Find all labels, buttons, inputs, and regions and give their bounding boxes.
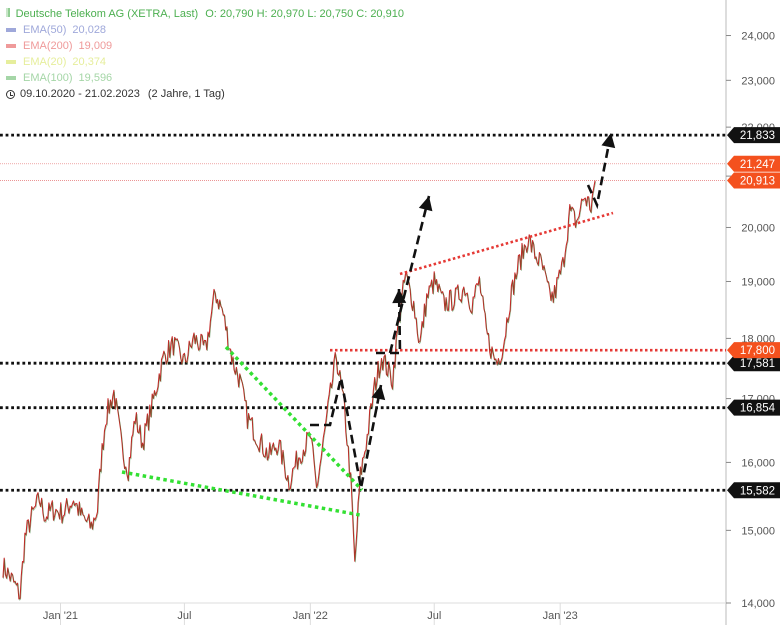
wedge-lower-line xyxy=(121,470,361,517)
ema100-value: 19,596 xyxy=(78,72,113,84)
y-tick-label: 19,000 xyxy=(741,276,775,288)
ema200-label: EMA(200) xyxy=(23,40,73,52)
ema100-swatch xyxy=(6,76,16,80)
clock-icon xyxy=(6,89,15,99)
level-tag-bg xyxy=(727,482,780,499)
level-tag-text: 17,581 xyxy=(740,358,775,370)
level-tag-text: 16,854 xyxy=(740,403,776,415)
last-price-tag-text: 20,913 xyxy=(740,175,775,187)
x-tick-label: Jul xyxy=(177,610,191,622)
level-tag-text: 21,833 xyxy=(740,130,775,142)
ema200-value: 19,009 xyxy=(78,40,113,52)
wedge-upper-line xyxy=(224,345,364,492)
y-tick-label: 16,000 xyxy=(741,457,775,469)
ema100-label: EMA(100) xyxy=(23,72,73,84)
ema200-swatch xyxy=(6,44,16,48)
x-tick-label: Jan '23 xyxy=(543,610,578,622)
instrument-name: Deutsche Telekom AG (XETRA, Last) xyxy=(15,8,199,20)
y-tick-label: 15,000 xyxy=(741,525,775,537)
last-price-tag-bg xyxy=(727,172,780,189)
scenario-arrow-long-head xyxy=(418,196,433,212)
scenario-arrow-short xyxy=(376,288,402,355)
scenario-arrow-short-head xyxy=(392,289,407,304)
price-line-shadow xyxy=(3,181,596,601)
ema50-value: 20,028 xyxy=(72,24,107,36)
chart-legend: ⫼ Deutsche Telekom AG (XETRA, Last) O: 2… xyxy=(6,6,404,102)
x-tick-label: Jan '21 xyxy=(43,610,78,622)
scenario-arrow-long xyxy=(388,195,431,354)
scenario-arrow-path-head xyxy=(371,385,386,401)
date-range-extra: (2 Jahre, 1 Tag) xyxy=(147,88,225,100)
ema20-value: 20,374 xyxy=(72,56,107,68)
price-tag-text: 21,247 xyxy=(740,159,775,171)
level-tag-bg xyxy=(727,355,780,372)
y-tick-label: 23,000 xyxy=(741,75,775,87)
scenario-arrow-final xyxy=(586,132,613,210)
bar-chart-icon: ⫼ xyxy=(6,8,11,19)
ema50-swatch xyxy=(6,28,16,32)
scenario-arrow-path xyxy=(310,377,383,489)
level-tag-text: 15,582 xyxy=(740,485,775,497)
date-range: 09.10.2020 - 21.02.2023 xyxy=(20,88,140,100)
scenario-arrow-final-head xyxy=(601,133,616,149)
y-tick-label: 20,000 xyxy=(741,222,775,234)
price-tag-bg xyxy=(727,155,780,172)
trendline-red xyxy=(399,211,614,276)
ema20-label: EMA(20) xyxy=(23,56,67,68)
ohlc-readout: O: 20,790 H: 20,970 L: 20,750 C: 20,910 xyxy=(205,8,404,20)
ema20-swatch xyxy=(6,60,16,64)
level-tag-bg xyxy=(727,399,780,416)
x-tick-label: Jul xyxy=(427,610,441,622)
level-tag-text: 17,800 xyxy=(740,345,775,357)
y-tick-label: 14,000 xyxy=(741,598,775,610)
level-tag-bg xyxy=(727,342,780,359)
ema50-label: EMA(50) xyxy=(23,24,67,36)
x-tick-label: Jan '22 xyxy=(293,610,328,622)
y-tick-label: 24,000 xyxy=(741,31,775,43)
level-tag-bg xyxy=(727,127,780,144)
